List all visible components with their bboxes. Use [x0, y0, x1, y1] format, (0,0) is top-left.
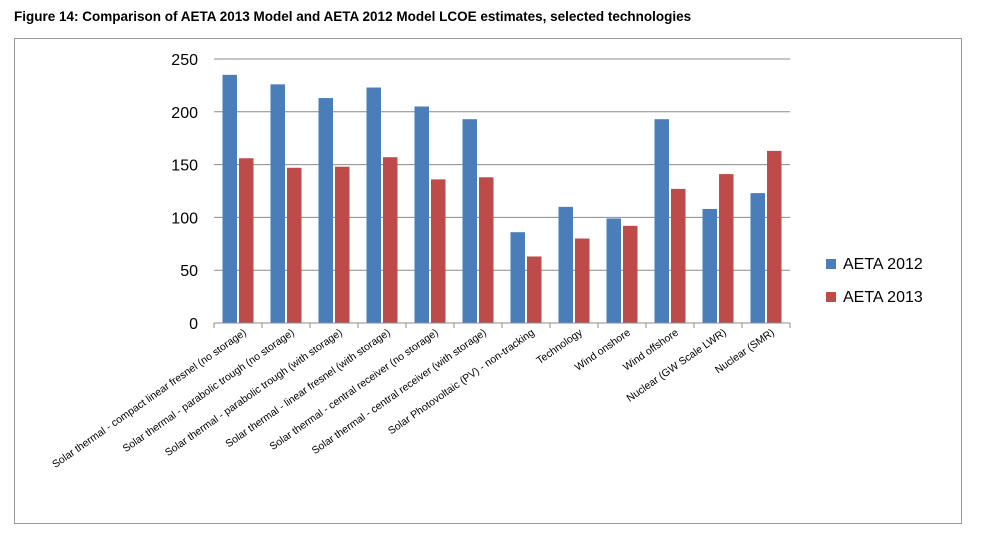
bar-aeta-2012-8	[606, 218, 621, 323]
y-tick-label-0: 0	[189, 316, 198, 333]
bar-aeta-2013-4	[431, 179, 446, 323]
bar-aeta-2012-4	[414, 106, 429, 324]
bar-aeta-2013-10	[719, 174, 734, 323]
x-tick-label-2: Solar thermal - parabolic trough (with s…	[163, 327, 345, 459]
bar-aeta-2013-5	[479, 177, 494, 323]
legend-label-1: AETA 2013	[843, 289, 923, 306]
x-tick-label-5: Solar thermal - central receiver (with s…	[310, 327, 489, 457]
bar-aeta-2013-7	[575, 238, 590, 323]
bars	[222, 74, 782, 324]
bar-aeta-2012-2	[318, 98, 333, 324]
bar-aeta-2013-0	[239, 158, 254, 323]
y-tick-label-150: 150	[171, 158, 198, 175]
x-axis-labels: Solar thermal - compact linear fresnel (…	[50, 326, 777, 470]
bar-aeta-2013-8	[623, 225, 638, 323]
y-tick-label-50: 50	[180, 263, 198, 280]
y-tick-label-200: 200	[171, 105, 198, 122]
bar-aeta-2013-1	[287, 167, 302, 323]
legend-swatch-0	[826, 259, 836, 269]
bar-aeta-2012-9	[654, 119, 669, 323]
legend-label-0: AETA 2012	[843, 256, 923, 273]
bar-aeta-2012-3	[366, 87, 381, 324]
bar-aeta-2013-6	[527, 256, 542, 323]
figure-title: Figure 14: Comparison of AETA 2013 Model…	[14, 9, 692, 24]
legend: AETA 2012 AETA 2013	[826, 256, 923, 306]
y-tick-label-100: 100	[171, 210, 198, 227]
x-tick-label-0: Solar thermal - compact linear fresnel (…	[50, 327, 249, 471]
legend-swatch-1	[826, 292, 836, 302]
bar-aeta-2013-11	[767, 150, 782, 323]
bar-aeta-2012-0	[222, 74, 237, 323]
bar-aeta-2013-3	[383, 157, 398, 323]
bar-aeta-2013-9	[671, 188, 686, 323]
bar-aeta-2012-10	[702, 208, 717, 323]
x-tick-label-1: Solar thermal - parabolic trough (no sto…	[121, 327, 297, 455]
bar-aeta-2013-2	[335, 166, 350, 323]
x-tick-label-4: Solar thermal - central receiver (no sto…	[267, 327, 440, 453]
y-tick-label-250: 250	[171, 52, 198, 69]
y-axis-ticks: 0 50 100 150 200 250	[171, 52, 198, 333]
bar-aeta-2012-7	[558, 206, 573, 323]
x-axis	[213, 322, 791, 328]
bar-aeta-2012-6	[510, 232, 525, 323]
bar-aeta-2012-11	[750, 193, 765, 323]
chart-frame	[14, 38, 962, 524]
bar-aeta-2012-1	[270, 84, 285, 324]
bar-aeta-2012-5	[462, 119, 477, 323]
gridlines	[214, 58, 790, 271]
